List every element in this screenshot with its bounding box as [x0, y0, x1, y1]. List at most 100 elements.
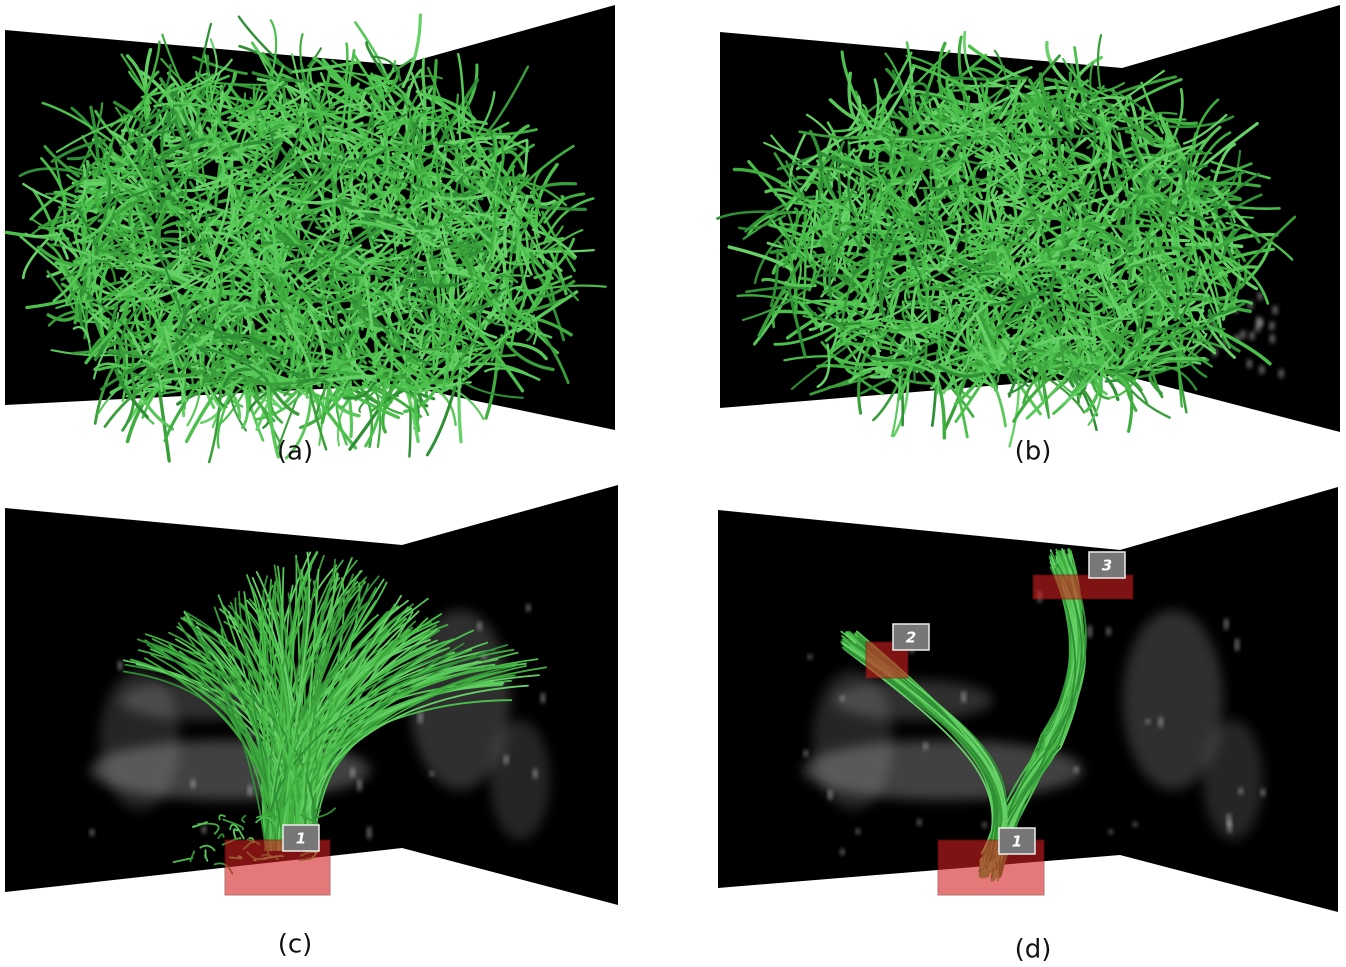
fiber: [1021, 251, 1030, 314]
fiber: [1029, 54, 1061, 90]
fiber: [1062, 250, 1100, 265]
fiber: [848, 366, 888, 384]
fiber: [150, 653, 277, 851]
fiber: [336, 300, 358, 338]
fiber: [210, 69, 222, 114]
fiber: [1144, 316, 1192, 342]
fiber: [1183, 223, 1236, 232]
fiber: [481, 343, 504, 364]
speck: [1087, 625, 1092, 638]
fiber: [1025, 365, 1075, 420]
fiber: [357, 198, 413, 238]
fiber: [821, 170, 862, 215]
fiber: [297, 568, 320, 851]
fiber: [1148, 363, 1164, 399]
fiber: [947, 355, 981, 391]
speck: [504, 755, 509, 765]
fiber: [880, 153, 934, 209]
speck: [1211, 322, 1217, 331]
fiber: [871, 78, 880, 132]
fiber: [1064, 141, 1093, 213]
fiber: [887, 275, 917, 285]
fiber: [996, 194, 1027, 202]
fiber: [442, 221, 474, 277]
fiber: [1176, 275, 1202, 343]
fiber: [222, 818, 245, 831]
fiber: [388, 137, 438, 161]
fiber: [291, 53, 310, 131]
fiber: [1107, 369, 1149, 406]
fiber: [1128, 263, 1151, 270]
fiber: [888, 194, 924, 232]
fiber: [884, 314, 928, 379]
fiber: [989, 149, 1028, 163]
fiber: [1097, 327, 1160, 355]
fiber: [230, 305, 279, 330]
fibers: [716, 30, 1297, 448]
fiber: [785, 144, 834, 211]
right-wall: [402, 485, 618, 905]
fiber: [922, 157, 945, 165]
fiber: [1217, 233, 1250, 249]
fiber: [998, 264, 1067, 290]
fiber: [334, 215, 397, 261]
fiber: [193, 94, 236, 148]
fiber: [207, 386, 222, 464]
caption: (a): [277, 437, 313, 467]
speck: [367, 827, 372, 839]
fiber: [783, 239, 798, 315]
fiber: [522, 139, 529, 178]
fiber: [958, 151, 969, 181]
fiber: [426, 93, 482, 156]
fiber: [189, 850, 196, 863]
fiber: [393, 278, 409, 314]
fiber: [1049, 238, 1071, 309]
fiber: [1098, 101, 1104, 146]
fiber: [1217, 253, 1270, 305]
fiber: [1180, 301, 1205, 358]
fiber: [395, 233, 476, 257]
fiber: [998, 244, 1032, 293]
fiber: [200, 135, 224, 147]
fiber: [118, 231, 146, 245]
fiber: [432, 210, 466, 229]
fiber: [938, 172, 953, 200]
fiber: [926, 288, 943, 342]
fiber: [267, 208, 280, 273]
speck: [357, 779, 362, 791]
fiber: [874, 264, 878, 303]
fiber: [291, 224, 364, 252]
fiber: [1210, 162, 1253, 174]
fiber: [490, 335, 512, 362]
fiber: [1115, 224, 1174, 234]
fiber: [484, 129, 496, 189]
fiber: [919, 131, 951, 143]
fiber: [99, 164, 137, 175]
fiber: [985, 224, 1025, 296]
speck: [482, 652, 487, 660]
fiber: [850, 150, 867, 213]
fiber: [1060, 354, 1114, 406]
fiber: [757, 264, 800, 338]
fiber: [901, 308, 913, 332]
speck: [1133, 822, 1138, 827]
fiber: [109, 104, 150, 128]
fiber: [266, 264, 292, 277]
fiber: [839, 274, 855, 344]
fiber: [312, 807, 321, 819]
fiber: [1151, 280, 1174, 299]
fiber: [339, 281, 387, 332]
fiber: [121, 372, 136, 432]
fiber: [125, 54, 150, 124]
fiber: [1005, 223, 1043, 285]
fiber: [280, 662, 518, 851]
fiber: [456, 52, 466, 127]
fiber: [224, 360, 296, 383]
speck: [191, 779, 196, 788]
fiber: [500, 334, 555, 372]
fiber: [322, 155, 349, 224]
fiber: [1004, 289, 1056, 296]
fiber: [56, 237, 78, 257]
fiber: [361, 381, 390, 405]
fiber: [940, 228, 951, 271]
